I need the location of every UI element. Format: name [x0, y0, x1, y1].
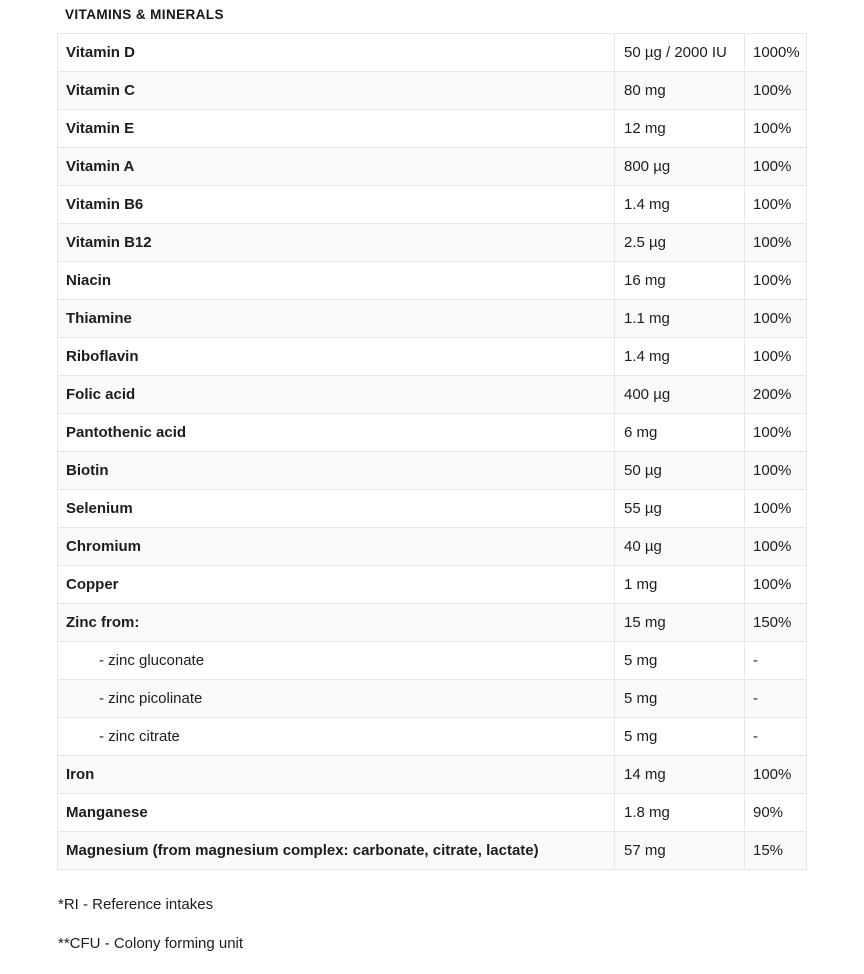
- table-row: Niacin 16 mg 100%: [58, 261, 806, 299]
- nutrient-ri-percent-cell: 100%: [753, 272, 792, 289]
- table-row: Vitamin D 50 µg / 2000 IU 1000%: [58, 34, 806, 71]
- nutrient-amount-cell: 800 µg: [615, 148, 745, 185]
- nutrient-amount-cell: 16 mg: [615, 262, 745, 299]
- table-row: Vitamin A 800 µg 100%: [58, 147, 806, 185]
- nutrient-name-cell: Biotin: [58, 452, 615, 489]
- nutrient-name-cell: Manganese: [58, 794, 615, 831]
- nutrient-name-cell: Vitamin B6: [58, 186, 615, 223]
- nutrient-ri-percent-cell: 150%: [753, 614, 792, 631]
- nutrient-name-cell: Copper: [58, 566, 615, 603]
- nutrient-name-cell: Folic acid: [58, 376, 615, 413]
- table-row: Selenium 55 µg 100%: [58, 489, 806, 527]
- nutrient-ri-percent-cell: 100%: [753, 234, 792, 251]
- nutrient-amount-cell: 50 µg: [615, 452, 745, 489]
- nutrient-ri-percent-cell: 100%: [753, 462, 792, 479]
- nutrient-name-cell: Vitamin C: [58, 72, 615, 109]
- nutrient-amount-cell: 1.1 mg: [615, 300, 745, 337]
- nutrient-amount-cell: 1.4 mg: [615, 186, 745, 223]
- nutrient-ri-percent-cell: 15%: [753, 842, 784, 859]
- nutrient-ri-percent-cell: 90%: [753, 804, 784, 821]
- section-title: VITAMINS & MINERALS: [65, 7, 224, 22]
- table-row: Riboflavin 1.4 mg 100%: [58, 337, 806, 375]
- nutrient-amount-cell: 50 µg / 2000 IU: [615, 34, 745, 71]
- nutrient-amount-cell: 5 mg: [615, 680, 745, 717]
- vitamins-minerals-table: Vitamin D 50 µg / 2000 IU 1000% Vitamin …: [57, 33, 807, 870]
- table-row: - zinc picolinate 5 mg -: [58, 679, 806, 717]
- nutrient-name-cell: Vitamin B12: [58, 224, 615, 261]
- table-row: Iron 14 mg 100%: [58, 755, 806, 793]
- table-row: Pantothenic acid 6 mg 100%: [58, 413, 806, 451]
- nutrient-ri-percent-cell: 100%: [753, 538, 792, 555]
- nutrient-amount-cell: 14 mg: [615, 756, 745, 793]
- nutrient-ri-percent-cell: -: [753, 652, 758, 669]
- nutrient-amount-cell: 12 mg: [615, 110, 745, 147]
- nutrient-name-cell: Chromium: [58, 528, 615, 565]
- nutrient-name-cell: - zinc citrate: [58, 718, 615, 755]
- nutrient-ri-percent-cell: 100%: [753, 424, 792, 441]
- nutrient-name-cell: Vitamin A: [58, 148, 615, 185]
- nutrient-amount-cell: 15 mg: [615, 604, 745, 641]
- nutrient-name-cell: Magnesium (from magnesium complex: carbo…: [58, 832, 615, 869]
- nutrient-amount-cell: 80 mg: [615, 72, 745, 109]
- nutrient-amount-cell: 1 mg: [615, 566, 745, 603]
- nutrient-ri-percent-cell: 100%: [753, 82, 792, 99]
- nutrient-ri-percent-cell: 100%: [753, 196, 792, 213]
- table-row: - zinc citrate 5 mg -: [58, 717, 806, 755]
- nutrient-amount-cell: 55 µg: [615, 490, 745, 527]
- nutrient-ri-percent-cell: 100%: [753, 576, 792, 593]
- nutrient-ri-percent-cell: 100%: [753, 348, 792, 365]
- nutrient-amount-cell: 40 µg: [615, 528, 745, 565]
- nutrient-ri-percent-cell: 100%: [753, 500, 792, 517]
- table-row: Folic acid 400 µg 200%: [58, 375, 806, 413]
- table-row: Vitamin B12 2.5 µg 100%: [58, 223, 806, 261]
- nutrient-ri-percent-cell: 100%: [753, 310, 792, 327]
- nutrient-amount-cell: 6 mg: [615, 414, 745, 451]
- nutrient-name-cell: - zinc gluconate: [58, 642, 615, 679]
- nutrient-ri-percent-cell: 1000%: [753, 44, 800, 61]
- table-row: Vitamin E 12 mg 100%: [58, 109, 806, 147]
- nutrient-amount-cell: 2.5 µg: [615, 224, 745, 261]
- nutrient-name-cell: Pantothenic acid: [58, 414, 615, 451]
- nutrient-amount-cell: 1.8 mg: [615, 794, 745, 831]
- nutrient-ri-percent-cell: 100%: [753, 766, 792, 783]
- nutrient-name-cell: Vitamin E: [58, 110, 615, 147]
- table-row: - zinc gluconate 5 mg -: [58, 641, 806, 679]
- nutrient-amount-cell: 57 mg: [615, 832, 745, 869]
- page-content: VITAMINS & MINERALS Vitamin D 50 µg / 20…: [57, 7, 807, 952]
- nutrient-name-cell: Riboflavin: [58, 338, 615, 375]
- nutrient-ri-percent-cell: 100%: [753, 120, 792, 137]
- table-row: Zinc from: 15 mg 150%: [58, 603, 806, 641]
- table-row: Vitamin C 80 mg 100%: [58, 71, 806, 109]
- table-row: Magnesium (from magnesium complex: carbo…: [58, 831, 806, 869]
- table-row: Copper 1 mg 100%: [58, 565, 806, 603]
- nutrient-name-cell: Zinc from:: [58, 604, 615, 641]
- nutrient-name-cell: Selenium: [58, 490, 615, 527]
- table-row: Biotin 50 µg 100%: [58, 451, 806, 489]
- table-row: Vitamin B6 1.4 mg 100%: [58, 185, 806, 223]
- nutrient-ri-percent-cell: 100%: [753, 158, 792, 175]
- nutrient-amount-cell: 1.4 mg: [615, 338, 745, 375]
- footnote-reference-intakes: *RI - Reference intakes: [58, 896, 214, 913]
- footnote-colony-forming-unit: **CFU - Colony forming unit: [58, 935, 244, 952]
- table-row: Chromium 40 µg 100%: [58, 527, 806, 565]
- nutrient-name-cell: Vitamin D: [58, 34, 615, 71]
- nutrient-ri-percent-cell: 200%: [753, 386, 792, 403]
- table-row: Manganese 1.8 mg 90%: [58, 793, 806, 831]
- nutrient-ri-percent-cell: -: [753, 690, 758, 707]
- nutrient-name-cell: - zinc picolinate: [58, 680, 615, 717]
- table-row: Thiamine 1.1 mg 100%: [58, 299, 806, 337]
- nutrient-amount-cell: 5 mg: [615, 718, 745, 755]
- nutrient-amount-cell: 400 µg: [615, 376, 745, 413]
- nutrient-ri-percent-cell: -: [753, 728, 758, 745]
- nutrient-amount-cell: 5 mg: [615, 642, 745, 679]
- nutrient-name-cell: Iron: [58, 756, 615, 793]
- nutrient-name-cell: Thiamine: [58, 300, 615, 337]
- nutrient-name-cell: Niacin: [58, 262, 615, 299]
